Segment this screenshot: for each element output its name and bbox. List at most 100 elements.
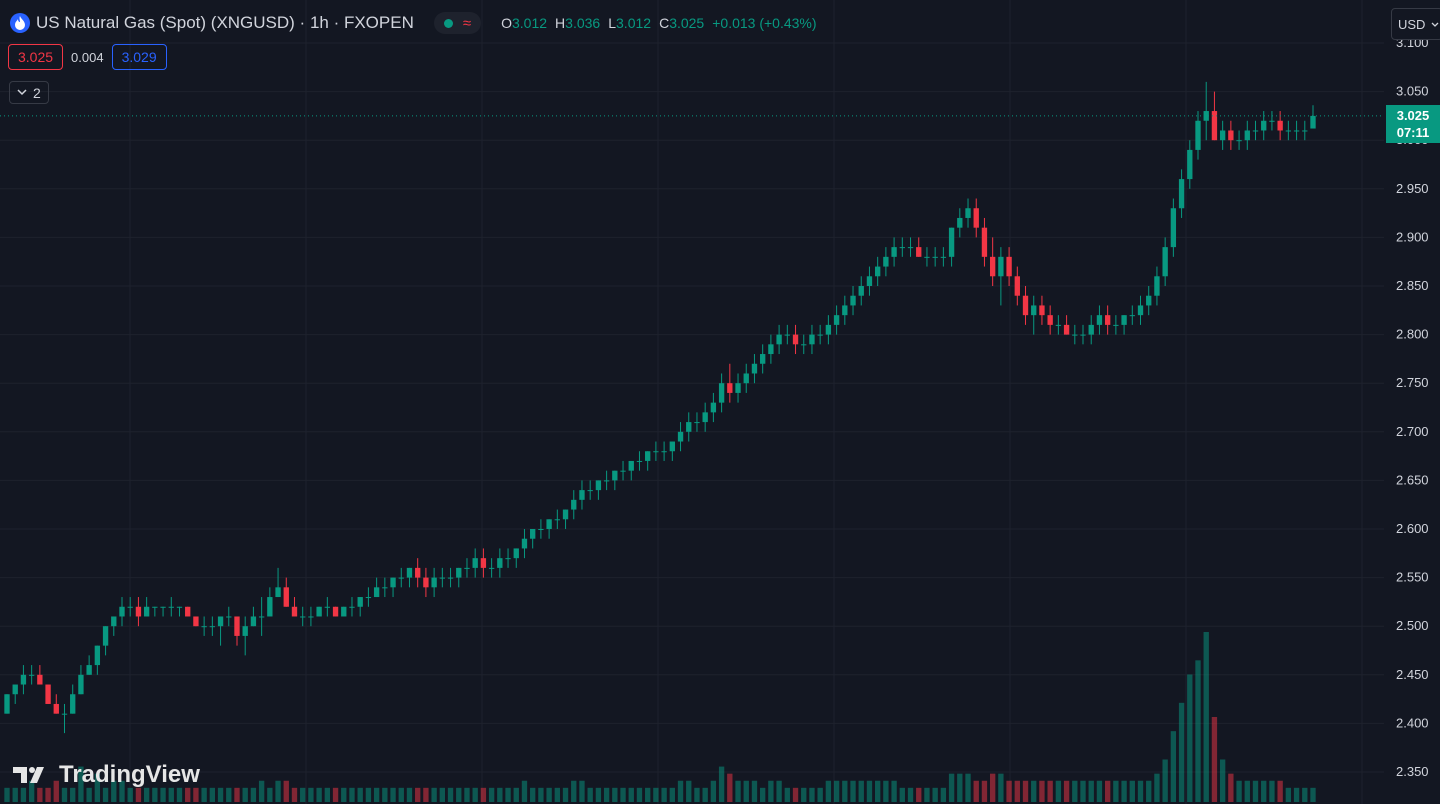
candle [1104, 305, 1111, 335]
candle-body [1146, 295, 1152, 306]
symbol-title[interactable]: US Natural Gas (Spot) (XNGUSD) · 1h · FX… [36, 13, 414, 32]
volume-bar [300, 787, 306, 802]
candle [300, 606, 306, 627]
candle [973, 198, 979, 238]
candle-body [226, 616, 232, 618]
candle-body [4, 694, 10, 714]
volume-bar [176, 787, 183, 802]
candle-body [415, 567, 421, 578]
tradingview-logo[interactable]: TradingView [13, 761, 200, 789]
candle [743, 363, 749, 393]
market-status[interactable]: ≈ [433, 12, 482, 34]
candle-body [571, 499, 577, 510]
volume-bar [1244, 780, 1250, 802]
candle [1055, 315, 1062, 335]
price-tick-label: 2.900 [1396, 229, 1429, 244]
candle [727, 363, 733, 403]
volume-bar [628, 787, 634, 802]
candle-body [111, 616, 117, 627]
candle-body [760, 354, 766, 364]
candle [12, 684, 18, 704]
volume-bar [1178, 702, 1185, 802]
candle [439, 567, 446, 588]
candle [1014, 266, 1020, 306]
candle [28, 665, 35, 685]
candle [817, 324, 823, 345]
candle [546, 519, 552, 539]
candle-body [1104, 315, 1111, 325]
volume-bar [571, 780, 577, 802]
candle-body [1154, 276, 1160, 296]
volume-bar [521, 780, 528, 802]
candle-body [382, 587, 388, 589]
candle [792, 324, 799, 355]
candle-body [152, 606, 158, 608]
candle [365, 587, 372, 607]
candle-body [143, 606, 150, 617]
candle [94, 645, 101, 675]
candle-body [1261, 120, 1267, 131]
volume-bar [94, 773, 101, 802]
sell-button[interactable]: 3.025 [8, 44, 64, 70]
volume-bar [78, 766, 84, 802]
volume-bar [1187, 674, 1193, 802]
candle-body [1252, 130, 1259, 132]
volume-bar [193, 787, 199, 802]
volume-bar [595, 787, 602, 802]
volume-bar [833, 780, 840, 802]
volume-bar [1104, 780, 1111, 802]
volume-bar [702, 787, 708, 802]
candle-body [661, 451, 667, 453]
candle [102, 626, 109, 656]
candle-body [1113, 324, 1119, 326]
candle-body [702, 412, 708, 423]
indicators-toggle[interactable]: 2 [9, 81, 49, 104]
volume-bar [587, 787, 593, 802]
candle [562, 509, 569, 529]
candle-body [538, 529, 544, 530]
price-tick-label: 2.350 [1396, 764, 1429, 779]
last-price-tag: 3.025 07:11 [1386, 105, 1440, 143]
volume-bar [357, 787, 363, 802]
candle-body [595, 480, 602, 491]
candle [423, 567, 429, 598]
candle-body [817, 334, 823, 336]
volume-bar [858, 780, 864, 802]
chevron-down-icon [1431, 22, 1439, 27]
volume-bar [168, 787, 174, 802]
candle [571, 490, 577, 520]
volume-bar [4, 787, 10, 802]
volume-bar [677, 780, 684, 802]
candle [242, 616, 248, 656]
volume-bar [480, 787, 487, 802]
candle-body [981, 227, 988, 257]
volume-bar [579, 780, 585, 802]
candle [234, 616, 240, 646]
chart-grid [0, 0, 1384, 804]
candle-body [423, 577, 429, 588]
candle-body [784, 334, 790, 336]
candle-body [1187, 149, 1193, 180]
candle [497, 548, 503, 578]
candle [1178, 169, 1185, 218]
volume-bar [686, 780, 692, 802]
currency-selector[interactable]: USD [1391, 8, 1440, 40]
buy-button[interactable]: 3.029 [111, 44, 167, 70]
price-tick-label: 2.650 [1396, 472, 1429, 487]
volume-bar [234, 787, 240, 802]
volume-bar [1277, 780, 1283, 802]
volume-bar [562, 787, 569, 802]
volume-bar [743, 780, 749, 802]
candle [37, 665, 43, 685]
candle-body [948, 227, 955, 257]
high-key: H [555, 15, 566, 31]
candle-body [45, 684, 51, 704]
volume-bar [1170, 731, 1177, 802]
candle [45, 684, 51, 704]
candle [357, 597, 363, 617]
volume-bar [768, 780, 774, 802]
candle [735, 373, 741, 403]
chart-header: US Natural Gas (Spot) (XNGUSD) · 1h · FX… [10, 11, 817, 35]
candle [20, 665, 27, 695]
